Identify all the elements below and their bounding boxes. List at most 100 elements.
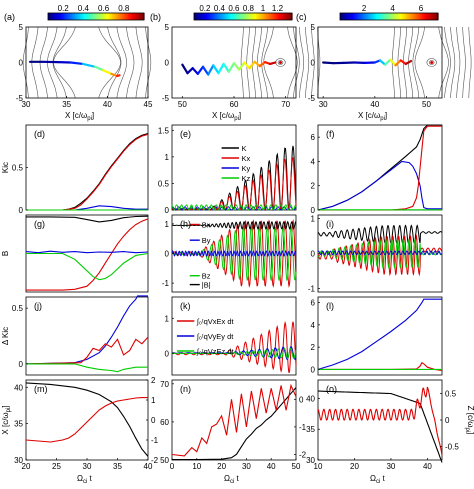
colorbar-segment xyxy=(400,13,403,20)
colorbar-frame xyxy=(193,12,293,21)
trajectory-segment xyxy=(404,59,413,66)
colorbar-segment xyxy=(88,13,91,20)
y2-tick-label: -2 xyxy=(299,450,307,459)
field-lines xyxy=(240,26,321,99)
colorbar-segment xyxy=(262,13,265,20)
colorbar-segment xyxy=(395,13,398,20)
field-line xyxy=(126,26,135,99)
colorbar-tick-label: 0.6 xyxy=(228,4,240,13)
y2-tick-label: -0.5 xyxy=(445,443,459,452)
y-tick-label: 0 xyxy=(165,59,170,68)
colorbar-segment xyxy=(91,13,94,20)
series-line xyxy=(171,250,297,257)
colorbar-segment xyxy=(269,13,272,20)
colorbar-segment xyxy=(110,13,113,20)
colorbar-segment xyxy=(124,13,127,20)
colorbar-segment xyxy=(413,13,416,20)
colorbar-segment xyxy=(121,13,124,20)
colorbar-segment xyxy=(244,13,247,20)
colorbar-tick-label: 0.2 xyxy=(199,4,211,13)
colorbar-segment xyxy=(436,13,439,20)
colorbar-tick-label: 0.6 xyxy=(98,4,110,13)
x-tick-label: 20 xyxy=(350,462,359,471)
y-tick-label: 0 xyxy=(19,360,24,369)
legend-entry: By xyxy=(202,236,211,245)
panel-label: (i) xyxy=(326,219,334,229)
x-tick-label: 35 xyxy=(62,100,71,109)
colorbar-segment xyxy=(341,13,344,20)
y-tick-label: 2 xyxy=(311,182,316,191)
colorbar-frame xyxy=(339,12,439,21)
colorbar-segment xyxy=(215,13,218,20)
colorbar-segment xyxy=(108,13,111,20)
y2-tick-label: 0.5 xyxy=(445,389,457,398)
colorbar-frame xyxy=(47,12,145,21)
y-tick-label: 5 xyxy=(311,23,316,32)
colorbar-segment xyxy=(374,13,377,20)
x-tick-label: 30 xyxy=(22,100,31,109)
colorbar-segment xyxy=(362,13,366,20)
colorbar-segment xyxy=(205,13,208,20)
legend-entry: Kz xyxy=(241,174,250,183)
colorbar-segment xyxy=(254,13,257,20)
y-tick-label: 0 xyxy=(311,365,316,374)
x-tick-label: 35 xyxy=(113,462,122,471)
colorbar-segment xyxy=(369,13,372,20)
field-line xyxy=(414,26,425,99)
y-tick-label: 0 xyxy=(165,350,170,359)
y-tick-label: 35 xyxy=(14,420,23,429)
x-axis-label: X [c/ωpi] xyxy=(358,111,387,122)
colorbar-segment xyxy=(340,13,343,20)
x-axis-label-time: Ωci t xyxy=(77,474,93,485)
series-line xyxy=(171,383,297,457)
legend-entry: K xyxy=(241,144,246,153)
x-tick-label: 40 xyxy=(103,100,112,109)
colorbar-segment xyxy=(197,13,200,20)
colorbar-segment xyxy=(228,13,231,20)
colorbar-segment xyxy=(118,13,121,20)
colorbar-tick-label: 0.4 xyxy=(214,4,226,13)
colorbar-segment xyxy=(392,13,395,20)
y-tick-label: -1 xyxy=(308,285,316,294)
y-tick-label: 5 xyxy=(165,23,170,32)
x-axis-label: X [c/ωpi] xyxy=(65,111,94,122)
field-line xyxy=(145,26,152,99)
series-line xyxy=(317,298,442,370)
colorbar-segment xyxy=(384,13,387,20)
colorbar-tick-label: 1.2 xyxy=(272,4,284,13)
trajectory-segment xyxy=(217,62,225,75)
colorbar-segment xyxy=(346,13,349,20)
colorbar-segment xyxy=(131,13,134,20)
y-axis-label-b: B xyxy=(1,251,10,256)
series-line xyxy=(25,250,149,254)
colorbar-segment xyxy=(424,13,428,20)
colorbar-segment xyxy=(431,13,434,20)
colorbar-segment xyxy=(86,13,89,20)
colorbar-segment xyxy=(83,13,86,20)
colorbar-segment xyxy=(398,13,402,20)
trajectory-segment xyxy=(207,64,215,76)
field-line xyxy=(246,26,250,99)
colorbar-segment xyxy=(120,13,123,20)
series-line xyxy=(171,220,297,230)
colorbar-segment xyxy=(54,13,57,20)
field-line xyxy=(116,26,127,99)
panel-label: (e) xyxy=(180,129,191,139)
y-tick-label: 6 xyxy=(311,299,316,308)
colorbar-segment xyxy=(267,13,270,20)
colorbar-segment xyxy=(382,13,385,20)
y-tick-label: -5 xyxy=(308,94,316,103)
trajectory-segment xyxy=(94,65,105,72)
colorbar-segment xyxy=(380,13,384,20)
y2-tick-label: 0 xyxy=(445,416,450,425)
trajectory-segment xyxy=(196,65,205,75)
colorbar-segment xyxy=(56,13,59,20)
y-tick-label: -5 xyxy=(162,94,170,103)
colorbar-segment xyxy=(257,13,260,20)
colorbar-segment xyxy=(115,13,118,20)
series-line xyxy=(26,363,148,373)
colorbar-segment xyxy=(94,13,97,20)
colorbar-segment xyxy=(89,13,92,20)
y-tick-label: 70 xyxy=(160,380,169,389)
